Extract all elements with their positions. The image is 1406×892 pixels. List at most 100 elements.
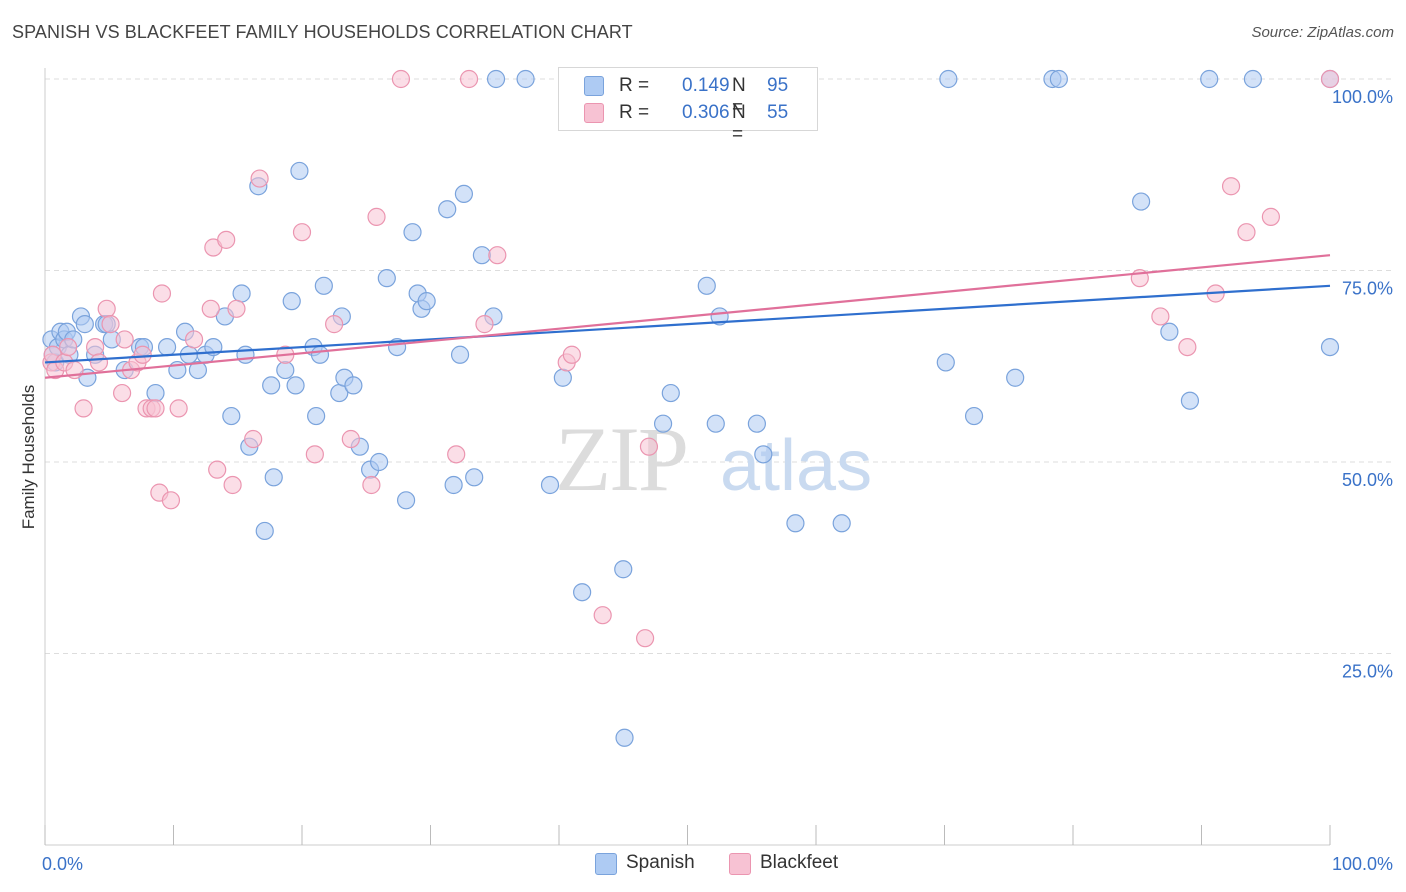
legend-r-value: 0.306 bbox=[682, 102, 730, 123]
blackfeet-point bbox=[101, 315, 120, 334]
watermark-atlas: atlas bbox=[720, 426, 872, 506]
legend-label-blackfeet: Blackfeet bbox=[760, 852, 839, 873]
spanish-point bbox=[377, 269, 396, 288]
spanish-point bbox=[1200, 69, 1219, 89]
legend-n-value: 95 bbox=[767, 75, 789, 96]
blackfeet-point bbox=[593, 606, 612, 625]
legend-r-label: R = bbox=[619, 75, 650, 96]
spanish-point bbox=[706, 414, 725, 433]
blackfeet-point bbox=[475, 315, 494, 334]
spanish-point bbox=[314, 276, 333, 295]
spanish-point bbox=[344, 376, 363, 395]
blackfeet-point bbox=[362, 475, 381, 495]
blackfeet-point bbox=[97, 299, 116, 318]
spanish-point bbox=[146, 383, 165, 403]
spanish-swatch bbox=[584, 76, 604, 96]
spanish-point bbox=[450, 345, 470, 364]
spanish-point bbox=[661, 383, 680, 403]
spanish-point bbox=[516, 69, 535, 89]
spanish-point bbox=[553, 368, 572, 387]
trend-lines bbox=[44, 254, 1331, 379]
blackfeet-point bbox=[562, 345, 581, 364]
spanish-point bbox=[307, 406, 326, 426]
blackfeet-point bbox=[391, 69, 411, 89]
blackfeet-point bbox=[59, 338, 78, 357]
bottom-legend: Spanish Blackfeet bbox=[0, 852, 1406, 878]
tick-labels: 25.0% 50.0% 75.0% 100.0% 0.0% 100.0% bbox=[42, 87, 1393, 874]
spanish-point bbox=[697, 276, 716, 295]
blackfeet-point bbox=[341, 429, 360, 449]
blackfeet-point bbox=[1221, 177, 1241, 196]
y-tick-label: 50.0% bbox=[1342, 470, 1393, 490]
legend-n-value: 55 bbox=[767, 102, 789, 123]
trend-line-spanish bbox=[44, 284, 1331, 364]
spanish-point bbox=[417, 292, 436, 311]
spanish-point bbox=[370, 452, 389, 472]
spanish-swatch bbox=[595, 853, 617, 875]
spanish-point bbox=[1160, 322, 1179, 341]
spanish-point bbox=[964, 406, 984, 426]
blackfeet-point bbox=[86, 338, 105, 357]
blackfeet-point bbox=[1261, 207, 1280, 226]
blackfeet-point bbox=[146, 399, 165, 418]
blackfeet-point bbox=[161, 491, 181, 510]
spanish-point bbox=[615, 728, 634, 747]
spanish-point bbox=[75, 315, 94, 334]
blackfeet-point bbox=[367, 207, 386, 226]
spanish-point bbox=[465, 468, 484, 487]
legend-r-value: 0.149 bbox=[682, 75, 730, 96]
blackfeet-point bbox=[292, 223, 312, 242]
trend-line-blackfeet bbox=[44, 254, 1331, 379]
spanish-point bbox=[282, 292, 301, 311]
y-tick-label: 75.0% bbox=[1342, 279, 1393, 299]
source-label: Source: ZipAtlas.com bbox=[1251, 24, 1394, 41]
legend-label-spanish: Spanish bbox=[626, 852, 695, 873]
y-tick-label: 100.0% bbox=[1332, 87, 1393, 107]
blackfeet-point bbox=[184, 330, 204, 349]
spanish-point bbox=[286, 376, 305, 395]
blackfeet-point bbox=[217, 230, 236, 249]
spanish-point bbox=[276, 360, 295, 380]
spanish-point bbox=[454, 184, 474, 203]
blackfeet-swatch bbox=[584, 103, 604, 123]
gridlines bbox=[45, 78, 1392, 654]
blackfeet-point bbox=[152, 284, 172, 303]
y-axis-label: Family Households bbox=[19, 385, 38, 530]
blackfeet-point bbox=[639, 437, 659, 456]
blackfeet-point bbox=[74, 399, 93, 418]
spanish-point bbox=[832, 514, 851, 533]
spanish-point bbox=[939, 69, 958, 89]
blackfeet-swatch bbox=[729, 853, 751, 875]
spanish-point bbox=[157, 338, 177, 357]
spanish-point bbox=[936, 353, 955, 372]
spanish-point bbox=[614, 560, 633, 579]
axes bbox=[44, 68, 1331, 846]
blackfeet-point bbox=[112, 383, 132, 403]
blackfeet-point bbox=[447, 445, 466, 464]
spanish-point bbox=[403, 223, 422, 242]
spanish-point bbox=[754, 445, 773, 464]
spanish-point bbox=[262, 376, 281, 395]
spanish-point bbox=[222, 406, 241, 426]
blackfeet-point bbox=[201, 299, 220, 318]
stats-legend: R = 0.149 N = 95 R = 0.306 N = 55 bbox=[558, 67, 818, 145]
blackfeet-point bbox=[223, 475, 242, 495]
spanish-point bbox=[573, 583, 592, 602]
blackfeet-point bbox=[459, 69, 479, 89]
spanish-point bbox=[472, 246, 491, 265]
blackfeet-point bbox=[325, 315, 344, 334]
spanish-point bbox=[444, 475, 463, 495]
blackfeet-point bbox=[1320, 69, 1340, 89]
spanish-point bbox=[747, 414, 766, 433]
blackfeet-point bbox=[1151, 307, 1170, 326]
spanish-point bbox=[540, 475, 560, 495]
x-tick-label: 0.0% bbox=[42, 854, 83, 874]
spanish-point bbox=[1180, 391, 1200, 410]
blackfeet-point bbox=[208, 460, 227, 479]
spanish-point bbox=[486, 69, 506, 89]
series-spanish bbox=[42, 69, 1340, 747]
spanish-point bbox=[236, 345, 255, 364]
spanish-point bbox=[786, 514, 805, 533]
blackfeet-point bbox=[1237, 223, 1256, 242]
